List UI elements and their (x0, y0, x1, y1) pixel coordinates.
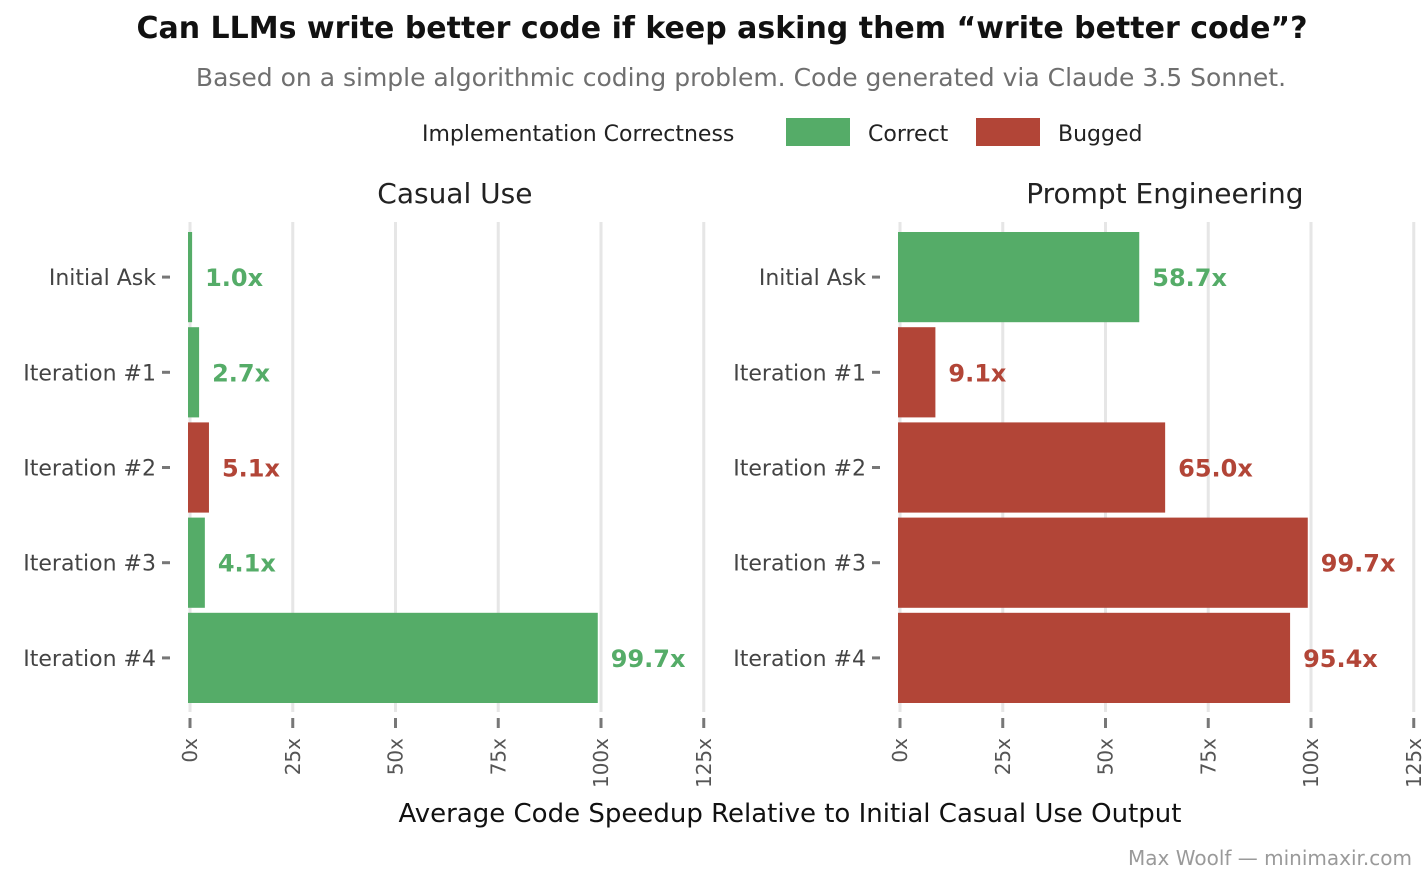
legend: Implementation Correctness Correct Bugge… (422, 118, 1142, 147)
bar (188, 422, 209, 513)
legend-swatch-correct (786, 118, 850, 146)
chart-panels: Casual Use Initial Ask 1.0x Iteration #1 2.7… (23, 177, 1426, 788)
chart-subtitle: Based on a simple algorithmic coding pro… (196, 63, 1286, 92)
category-label: Initial Ask (759, 266, 866, 291)
data-label: 99.7x (611, 645, 686, 673)
x-tick-label: 25x (991, 738, 1015, 775)
category-label: Iteration #2 (733, 457, 866, 482)
x-tick-label: 75x (1196, 738, 1220, 775)
category-label: Iteration #2 (23, 457, 156, 482)
x-tick-label: 0x (888, 738, 912, 763)
bar (898, 327, 936, 418)
x-tick-label: 125x (692, 738, 716, 788)
legend-label-bugged: Bugged (1058, 122, 1142, 147)
x-tick-label: 50x (1094, 738, 1118, 775)
bar (898, 232, 1140, 323)
facet-title: Prompt Engineering (1026, 177, 1303, 210)
chart-title: Can LLMs write better code if keep askin… (136, 11, 1307, 46)
facet-title: Casual Use (377, 177, 532, 210)
category-label: Iteration #1 (23, 361, 156, 386)
category-label: Iteration #4 (733, 647, 866, 672)
data-label: 2.7x (212, 359, 271, 387)
x-tick-label: 125x (1402, 738, 1426, 788)
data-label: 65.0x (1178, 455, 1253, 483)
category-label: Iteration #4 (23, 647, 156, 672)
x-axis-label: Average Code Speedup Relative to Initial… (399, 799, 1182, 829)
category-label: Iteration #1 (733, 361, 866, 386)
x-tick-label: 0x (178, 738, 202, 763)
x-tick-label: 75x (486, 738, 510, 775)
bar (898, 422, 1166, 513)
data-label: 9.1x (948, 359, 1007, 387)
panel-0: Casual Use Initial Ask 1.0x Iteration #1 2.7… (23, 177, 716, 788)
bar (898, 612, 1291, 703)
data-label: 95.4x (1303, 645, 1378, 673)
bar (188, 612, 598, 703)
x-tick-label: 100x (589, 738, 613, 788)
legend-label-correct: Correct (868, 122, 949, 147)
category-label: Iteration #3 (733, 552, 866, 577)
data-label: 99.7x (1321, 550, 1396, 578)
x-tick-label: 100x (1299, 738, 1323, 788)
x-tick-label: 25x (281, 738, 305, 775)
chart-caption: Max Woolf — minimaxir.com (1128, 846, 1412, 870)
panel-1: Prompt Engineering Initial Ask 58.7x Iterat… (733, 177, 1426, 788)
bar (188, 327, 200, 418)
data-label: 1.0x (205, 264, 264, 292)
x-tick-label: 50x (384, 738, 408, 775)
bar (188, 232, 193, 323)
legend-swatch-bugged (976, 118, 1040, 146)
data-label: 4.1x (218, 550, 277, 578)
bar (898, 517, 1308, 608)
category-label: Initial Ask (49, 266, 156, 291)
legend-title: Implementation Correctness (422, 122, 734, 147)
bar (188, 517, 205, 608)
data-label: 5.1x (222, 455, 281, 483)
category-label: Iteration #3 (23, 552, 156, 577)
data-label: 58.7x (1152, 264, 1227, 292)
